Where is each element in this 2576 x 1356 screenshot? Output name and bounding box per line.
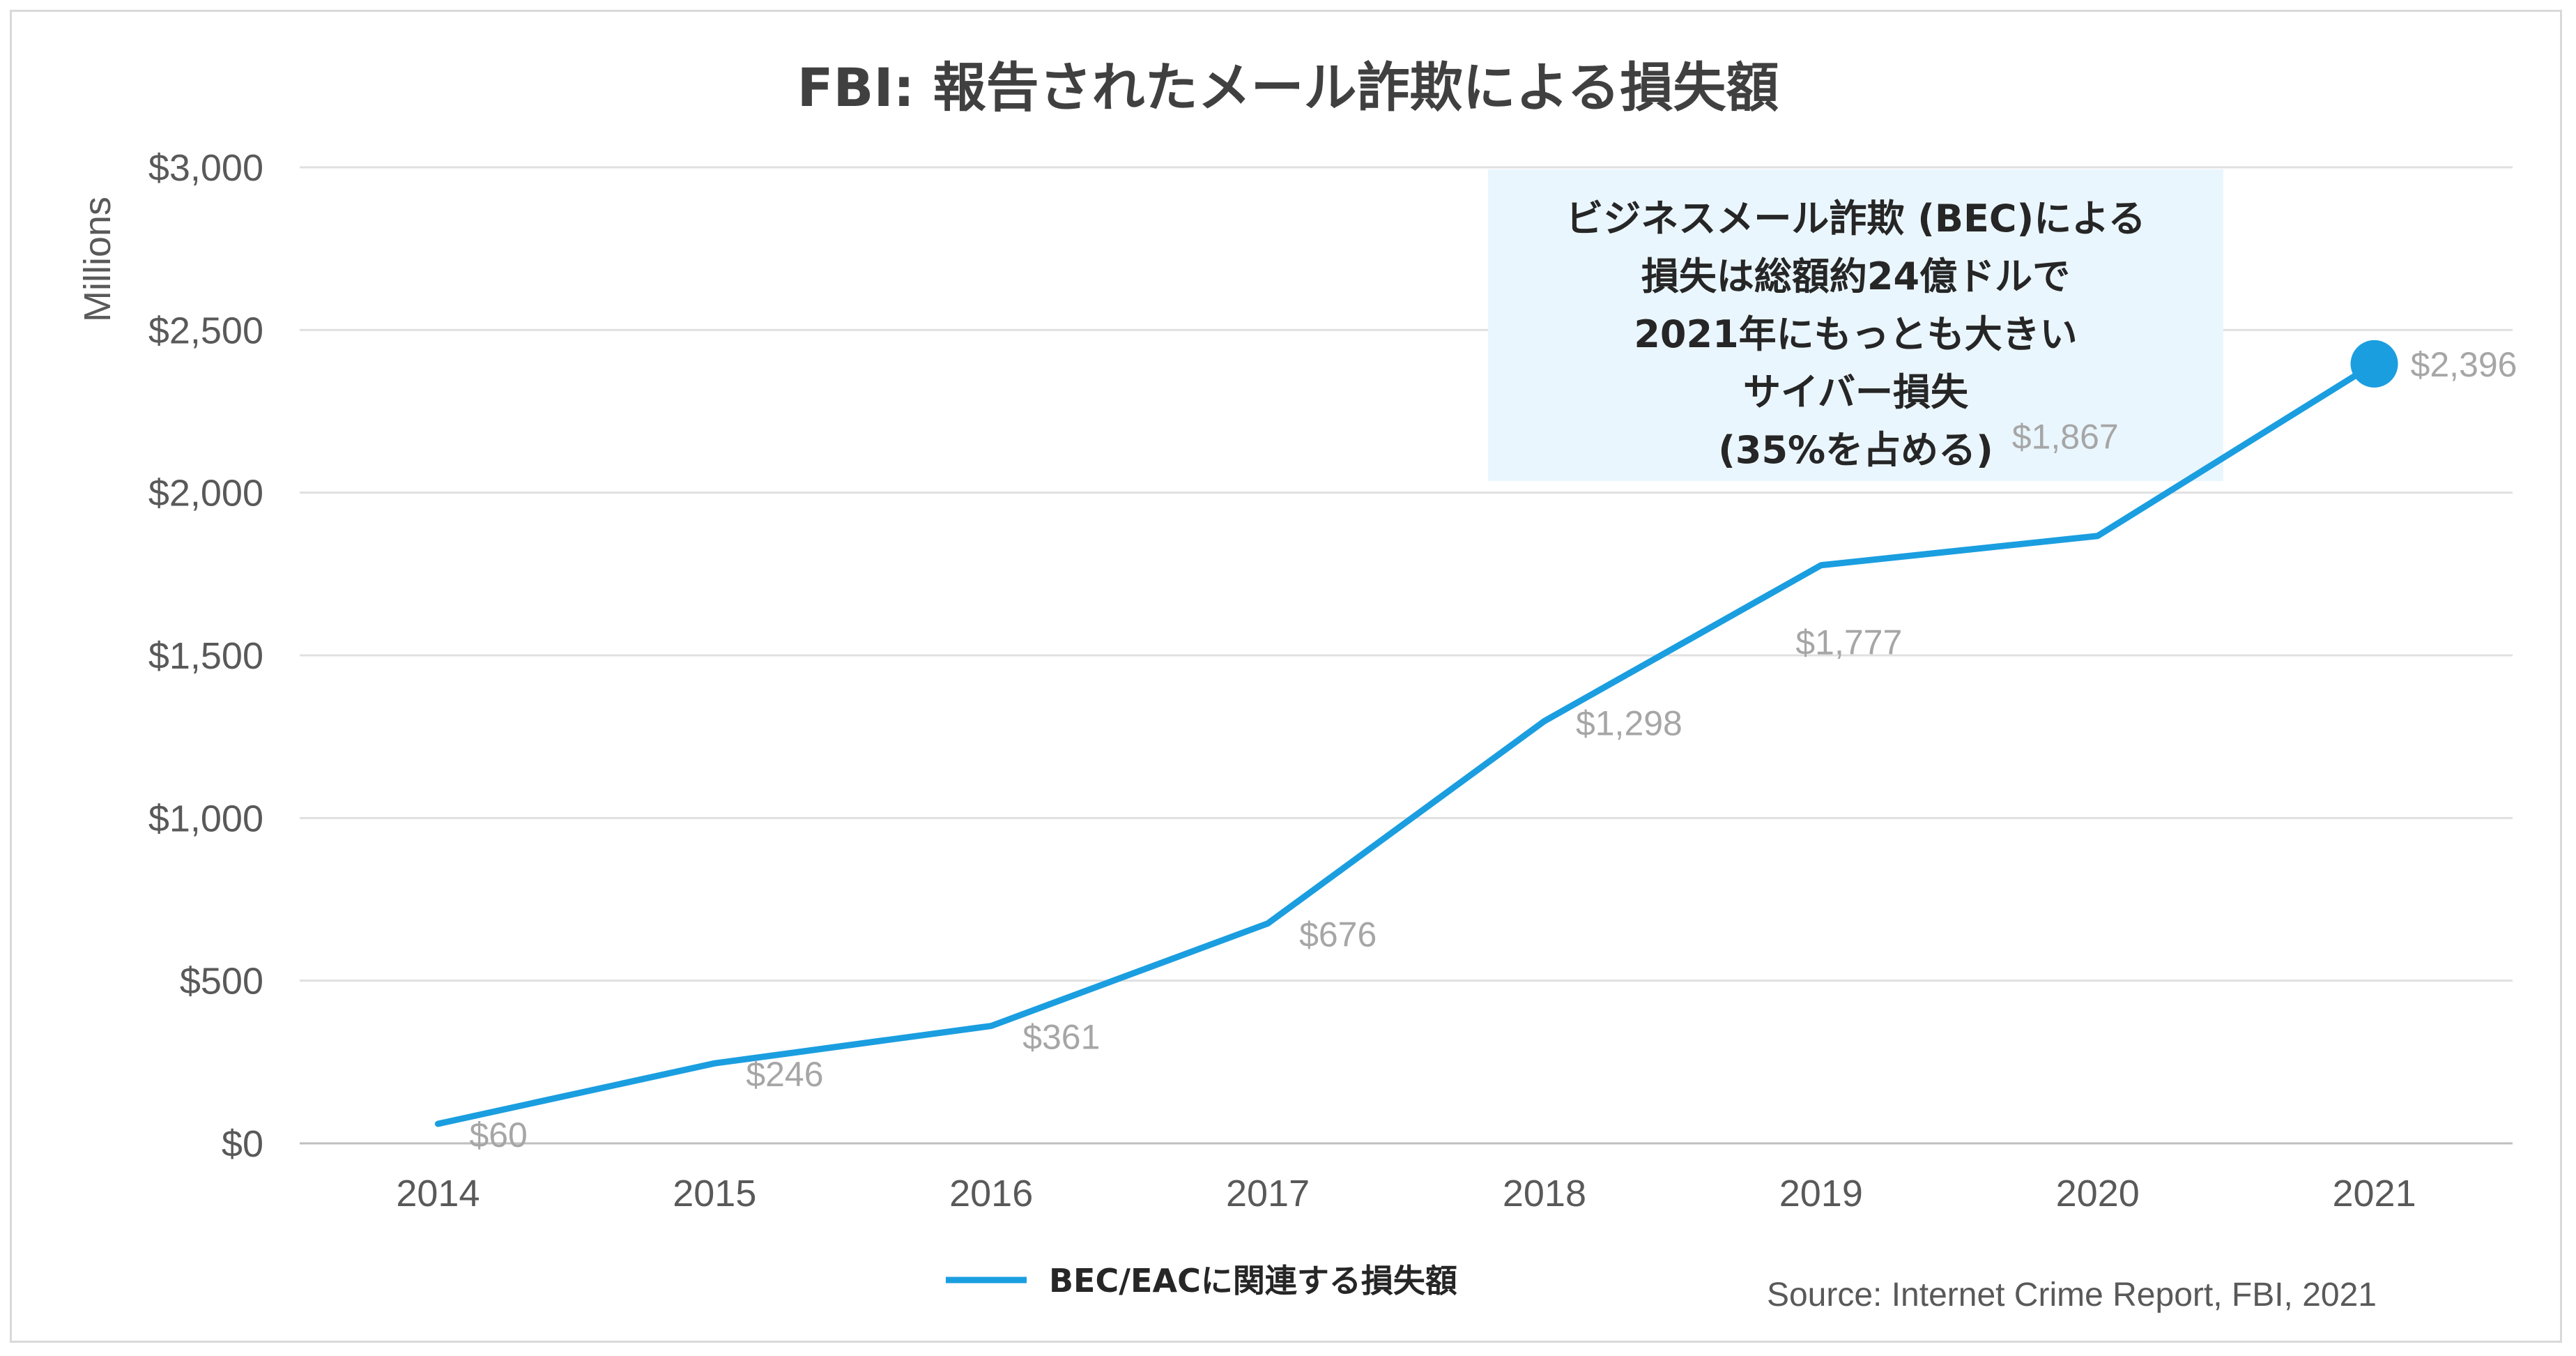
data-label: $361 (1022, 1018, 1100, 1057)
x-tick-label: 2018 (1503, 1173, 1586, 1214)
x-tick-label: 2020 (2056, 1173, 2140, 1214)
chart-title: FBI: 報告されたメール詐欺による損失額 (797, 56, 1779, 119)
annotation-line: サイバー損失 (1743, 370, 1969, 414)
annotation-box (1488, 169, 2223, 481)
y-axis-ticks: $0 $500 $1,000 $1,500 $2,000 $2,500 $3,000 (148, 147, 263, 1165)
y-tick-label: $3,000 (148, 147, 263, 189)
legend-label: BEC/EACに関連する損失額 (1049, 1262, 1457, 1300)
y-tick-label: $1,500 (148, 635, 263, 677)
data-label: $1,777 (1795, 623, 1902, 662)
y-tick-label: $1,000 (148, 798, 263, 839)
annotation-line: 2021年にもっとも大きい (1634, 312, 2077, 356)
x-tick-label: 2016 (949, 1173, 1033, 1214)
x-tick-label: 2015 (673, 1173, 756, 1214)
data-labels: $60 $246 $361 $676 $1,298 $1,777 $1,867 $2,396 (469, 345, 2517, 1155)
y-axis-title: Millions (77, 197, 118, 322)
legend: BEC/EACに関連する損失額 (946, 1262, 1457, 1300)
x-axis-ticks: 2014 2015 2016 2017 2018 2019 2020 2021 (396, 1173, 2416, 1214)
x-tick-label: 2019 (1779, 1173, 1863, 1214)
data-label: $1,867 (2012, 418, 2119, 457)
x-tick-label: 2014 (396, 1173, 480, 1214)
data-label: $676 (1299, 915, 1377, 954)
x-tick-label: 2021 (2332, 1173, 2416, 1214)
highlight-point (2350, 340, 2398, 388)
y-tick-label: $0 (222, 1123, 263, 1165)
source-note: Source: Internet Crime Report, FBI, 2021 (1767, 1277, 2377, 1313)
y-tick-label: $500 (180, 961, 263, 1003)
x-tick-label: 2017 (1226, 1173, 1310, 1214)
y-tick-label: $2,500 (148, 310, 263, 351)
annotation-line: 損失は総額約24億ドルで (1641, 254, 2070, 298)
annotation-line: (35%を占める) (1718, 428, 1993, 472)
series-line-group (434, 340, 2398, 1127)
series-line (434, 360, 2378, 1127)
y-tick-label: $2,000 (148, 473, 263, 515)
data-label: $2,396 (2411, 345, 2517, 384)
data-label: $60 (469, 1115, 527, 1155)
data-label: $246 (746, 1055, 823, 1094)
annotation-line: ビジネスメール詐欺 (BEC)による (1565, 197, 2145, 241)
data-label: $1,298 (1576, 703, 1682, 742)
